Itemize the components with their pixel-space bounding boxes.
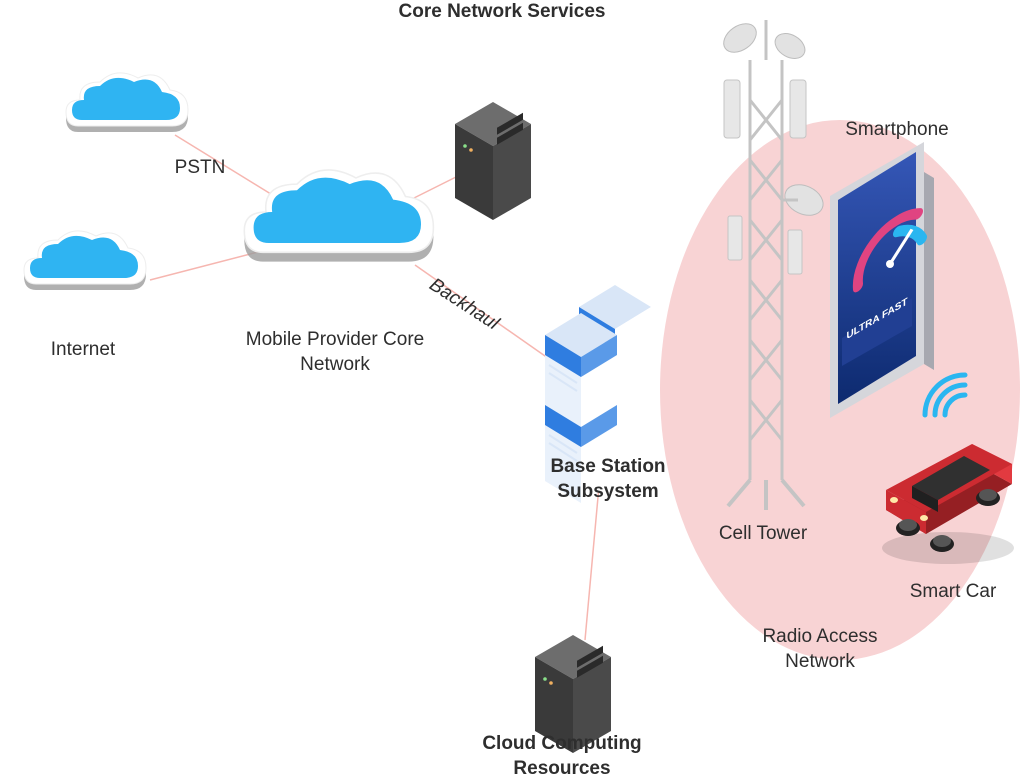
internet-cloud-icon — [24, 231, 146, 290]
core-server-icon — [455, 102, 531, 220]
internet-label: Internet — [28, 338, 138, 363]
smart-car-label: Smart Car — [888, 580, 1018, 605]
core-cloud-icon — [244, 170, 433, 262]
cell-tower-label: Cell Tower — [698, 522, 828, 547]
mobile-provider-core-label: Mobile Provider Core Network — [230, 328, 440, 377]
core-network-services-label: Core Network Services — [392, 0, 612, 25]
cloud-computing-label: Cloud Computing Resources — [452, 732, 672, 776]
smartphone-label: Smartphone — [822, 118, 972, 143]
base-station-label: Base Station Subsystem — [528, 455, 688, 504]
pstn-cloud-icon — [66, 73, 188, 132]
radio-access-network-label: Radio Access Network — [725, 625, 915, 674]
network-diagram: ULTRA FAST — [0, 0, 1024, 776]
pstn-label: PSTN — [160, 156, 240, 181]
